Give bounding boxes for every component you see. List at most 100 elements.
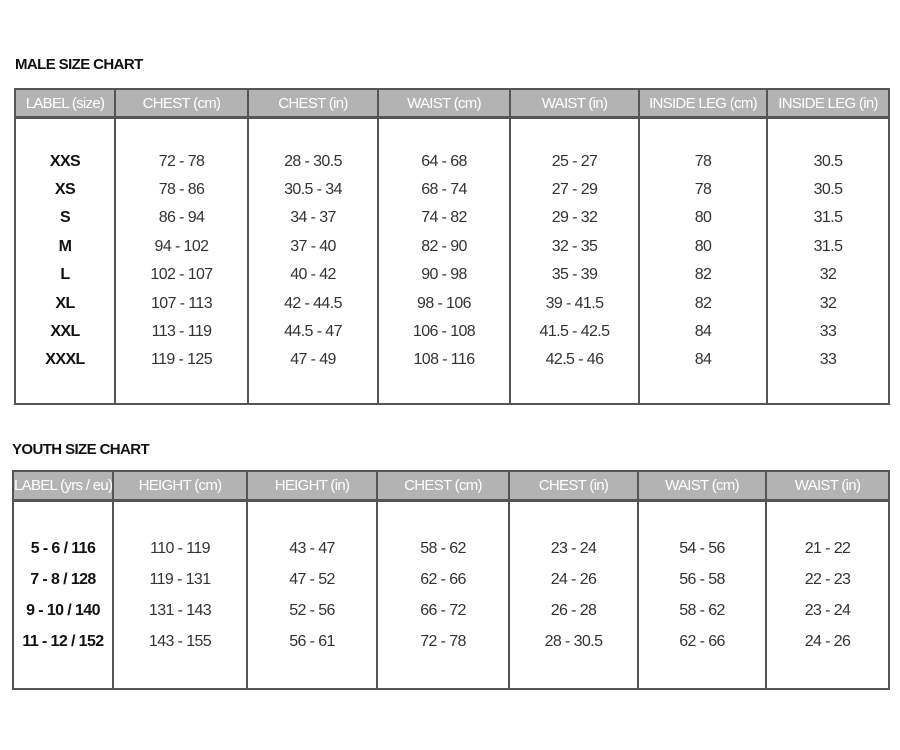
table-row: 11 - 12 / 152 143 - 155 56 - 61 72 - 78 28 -… — [13, 626, 889, 657]
table-cell: 32 — [766, 289, 889, 318]
spacer-cell — [765, 657, 889, 689]
table-cell: 42.5 - 46 — [509, 346, 639, 375]
table-row: XL 107 - 113 42 - 44.5 98 - 106 39 - 41.5 82 3… — [15, 289, 889, 318]
table-cell: 33 — [766, 346, 889, 375]
table-cell: 72 - 78 — [376, 626, 509, 657]
table-cell: 98 - 106 — [377, 289, 510, 318]
table-row: 5 - 6 / 116 110 - 119 43 - 47 58 - 62 23 - 2… — [13, 533, 889, 564]
table-cell: 31.5 — [766, 232, 889, 261]
row-spacer — [13, 500, 889, 533]
column-header: INSIDE LEG (cm) — [638, 89, 767, 119]
table-cell: 80 — [638, 232, 767, 261]
size-label-cell: XXXL — [45, 351, 85, 369]
column-header: CHEST (in) — [247, 89, 378, 119]
table-cell: 40 - 42 — [247, 260, 378, 290]
size-label-cell: XL — [55, 294, 75, 312]
table-cell: 33 — [766, 317, 889, 347]
table-cell: 32 - 35 — [509, 232, 639, 261]
column-header: WAIST (in) — [509, 89, 639, 119]
table-header-row: LABEL (yrs / eu) HEIGHT (cm) HEIGHT (in) CH… — [13, 471, 889, 502]
table-row: 7 - 8 / 128 119 - 131 47 - 52 62 - 66 24 - 2… — [13, 564, 889, 595]
table-cell: 80 — [638, 204, 767, 233]
youth-chart-title: YOUTH SIZE CHART — [12, 441, 150, 458]
table-cell: 78 — [638, 175, 767, 205]
spacer-cell — [112, 500, 247, 533]
row-spacer — [13, 657, 889, 689]
size-label-cell: 7 - 8 / 128 — [30, 570, 96, 588]
spacer-cell — [508, 657, 638, 689]
table-cell: 22 - 23 — [765, 564, 889, 595]
table-row: XXS 72 - 78 28 - 30.5 64 - 68 25 - 27 78 30.5 — [15, 147, 889, 176]
table-cell: 94 - 102 — [114, 232, 248, 261]
spacer-cell — [766, 374, 889, 404]
table-cell: 119 - 131 — [112, 564, 247, 595]
column-header: CHEST (cm) — [114, 89, 248, 119]
youth-size-table: LABEL (yrs / eu) HEIGHT (cm) HEIGHT (in) CH… — [12, 470, 890, 690]
column-header: CHEST (in) — [508, 471, 638, 502]
column-header: INSIDE LEG (in) — [766, 89, 889, 119]
spacer-cell — [246, 500, 377, 533]
spacer-cell — [376, 657, 509, 689]
table-row: XXXL 119 - 125 47 - 49 108 - 116 42.5 - 46 84… — [15, 346, 889, 375]
table-cell: 110 - 119 — [112, 533, 247, 564]
table-cell: 58 - 62 — [637, 595, 766, 626]
table-cell: 30.5 - 34 — [247, 175, 378, 205]
table-cell: 35 - 39 — [509, 260, 639, 290]
table-cell: 42 - 44.5 — [247, 289, 378, 318]
table-cell: 47 - 52 — [246, 564, 377, 595]
table-cell: 37 - 40 — [247, 232, 378, 261]
spacer-cell — [637, 657, 766, 689]
table-cell: 106 - 108 — [377, 317, 510, 347]
table-cell: 30.5 — [766, 147, 889, 176]
table-cell: 82 — [638, 260, 767, 290]
table-cell: 28 - 30.5 — [508, 626, 638, 657]
table-cell: 56 - 58 — [637, 564, 766, 595]
table-cell: 32 — [766, 260, 889, 290]
table-cell: 82 — [638, 289, 767, 318]
column-header: CHEST (cm) — [376, 471, 509, 502]
table-cell: 72 - 78 — [114, 147, 248, 176]
table-cell: 54 - 56 — [637, 533, 766, 564]
spacer-cell — [114, 374, 248, 404]
table-cell: 58 - 62 — [376, 533, 509, 564]
spacer-cell — [114, 117, 248, 148]
size-label-cell: L — [60, 266, 70, 284]
table-header-row: LABEL (size) CHEST (cm) CHEST (in) WAIST (c… — [15, 89, 889, 119]
table-row: L 102 - 107 40 - 42 90 - 98 35 - 39 82 32 — [15, 260, 889, 290]
table-row: XXL 113 - 119 44.5 - 47 106 - 108 41.5 - 42.… — [15, 317, 889, 347]
table-cell: 23 - 24 — [765, 595, 889, 626]
table-cell: 108 - 116 — [377, 346, 510, 375]
row-spacer — [15, 374, 889, 404]
table-cell: 31.5 — [766, 204, 889, 233]
table-cell: 62 - 66 — [637, 626, 766, 657]
spacer-cell — [15, 118, 115, 148]
column-header: LABEL (yrs / eu) — [13, 471, 113, 502]
table-cell: 143 - 155 — [112, 626, 247, 657]
column-header: WAIST (cm) — [637, 471, 766, 502]
table-cell: 29 - 32 — [509, 204, 639, 233]
size-label-cell: 11 - 12 / 152 — [22, 632, 104, 650]
table-cell: 68 - 74 — [377, 175, 510, 205]
table-cell: 119 - 125 — [114, 346, 248, 375]
spacer-cell — [377, 374, 510, 404]
table-cell: 21 - 22 — [765, 533, 889, 564]
table-cell: 44.5 - 47 — [247, 317, 378, 347]
table-cell: 113 - 119 — [114, 317, 248, 347]
table-row: S 86 - 94 34 - 37 74 - 82 29 - 32 80 31.5 — [15, 204, 889, 233]
column-header: LABEL (size) — [15, 89, 115, 119]
size-label-cell: XXL — [50, 322, 80, 340]
table-cell: 30.5 — [766, 175, 889, 205]
size-label-cell: M — [58, 237, 72, 255]
table-cell: 74 - 82 — [377, 204, 510, 233]
column-header: HEIGHT (cm) — [112, 471, 247, 502]
size-label-cell: 5 - 6 / 116 — [30, 539, 96, 557]
table-cell: 78 — [638, 147, 767, 176]
table-cell: 131 - 143 — [112, 595, 247, 626]
table-cell: 62 - 66 — [376, 564, 509, 595]
table-cell: 78 - 86 — [114, 175, 248, 205]
spacer-cell — [112, 657, 247, 689]
spacer-cell — [247, 117, 378, 148]
table-cell: 28 - 30.5 — [247, 147, 378, 176]
table-row: XS 78 - 86 30.5 - 34 68 - 74 27 - 29 78 30.5 — [15, 175, 889, 205]
table-cell: 24 - 26 — [765, 626, 889, 657]
